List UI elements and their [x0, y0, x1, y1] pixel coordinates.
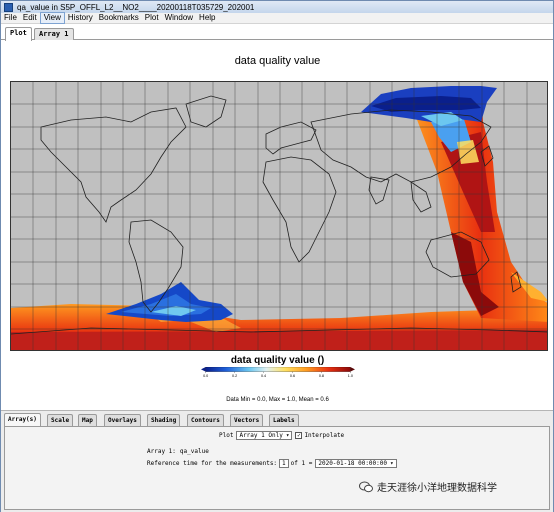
tab-vectors[interactable]: Vectors: [230, 414, 264, 426]
colorbar-title: data quality value (): [230, 355, 325, 366]
colorbar-tick-label: 0.4: [261, 374, 266, 378]
menu-plot[interactable]: Plot: [144, 13, 159, 22]
menu-bar: File Edit View History Bookmarks Plot Wi…: [1, 12, 553, 24]
title-bar[interactable]: qa_value in S5P_OFFL_L2__NO2____20200118…: [1, 1, 553, 13]
plot-mode-value: Array 1 Only: [239, 432, 283, 439]
menu-help[interactable]: Help: [199, 13, 216, 22]
tab-arrays[interactable]: Array(s): [4, 413, 41, 426]
array1-value: qa_value: [179, 448, 209, 455]
colorbar-tick-label: 0.0: [203, 374, 208, 378]
colorbar-tick-label: 1.0: [348, 374, 353, 378]
data-stats: Data Min = 0.0, Max = 1.0, Mean = 0.6: [226, 397, 329, 403]
tab-scale[interactable]: Scale: [47, 414, 74, 426]
tab-labels[interactable]: Labels: [269, 414, 299, 426]
menu-window[interactable]: Window: [164, 13, 194, 22]
chevron-down-icon: ▾: [390, 460, 394, 467]
window-title: qa_value in S5P_OFFL_L2__NO2____20200118…: [17, 2, 255, 12]
swath-dark-red: [441, 132, 495, 232]
south-polar-red: [11, 330, 547, 350]
tab-array-1[interactable]: Array 1: [34, 28, 74, 40]
top-tab-strip: Plot Array 1: [1, 26, 553, 41]
plot-mode-combo[interactable]: Array 1 Only ▾: [236, 431, 293, 440]
checkmark-icon: ✓: [297, 432, 301, 439]
interpolate-checkbox[interactable]: ✓: [295, 432, 303, 439]
menu-view[interactable]: View: [39, 12, 65, 24]
south-cyan-patch: [151, 306, 196, 316]
colorbar-tick-label: 0.6: [290, 374, 295, 378]
controls-panel: Array(s) Scale Map Overlays Shading Cont…: [1, 410, 553, 512]
menu-edit[interactable]: Edit: [22, 13, 37, 22]
interpolate-label: Interpolate: [304, 432, 345, 439]
map-plot[interactable]: [10, 81, 548, 351]
menu-file[interactable]: File: [4, 13, 17, 22]
colorbar-tick-label: 0.2: [232, 374, 237, 378]
plot-title: data quality value: [234, 55, 321, 67]
map-grid: [11, 82, 547, 350]
tab-map[interactable]: Map: [78, 414, 97, 426]
array1-row: Array 1: qa_value: [147, 448, 209, 455]
colorbar-gradient: [205, 367, 351, 372]
tab-shading[interactable]: Shading: [147, 414, 181, 426]
wechat-icon: [359, 481, 373, 492]
ref-index-field[interactable]: 1: [279, 459, 289, 468]
array1-label: Array 1:: [147, 448, 176, 455]
menu-bookmarks[interactable]: Bookmarks: [98, 13, 139, 22]
menu-history[interactable]: History: [67, 13, 93, 22]
colorbar: 0.0 0.2 0.4 0.6 0.8 1.0: [201, 367, 355, 378]
colorbar-left-arrow: [201, 367, 206, 372]
colorbar-tick-label: 0.8: [319, 374, 324, 378]
app-icon: [4, 2, 13, 12]
plot-panel: data quality value: [4, 41, 551, 405]
north-cyan-patch: [421, 112, 463, 126]
ref-time-row: Reference time for the measurements: 1 o…: [147, 459, 400, 468]
ref-of-label: of 1 =: [290, 460, 313, 467]
ref-date-combo[interactable]: 2020-01-18 00:00:00 ▾: [315, 459, 397, 468]
chevron-down-icon: ▾: [285, 432, 290, 439]
swath-orange-tail: [511, 272, 547, 302]
arrays-tab-body: Plot Array 1 Only ▾ ✓ Interpolate Array …: [4, 426, 550, 510]
watermark-text: 走天涯徐小洋地理数据科学: [377, 483, 497, 494]
plot-mode-label: Plot: [219, 432, 234, 439]
watermark: 走天涯徐小洋地理数据科学: [359, 479, 497, 494]
ref-time-label: Reference time for the measurements:: [147, 460, 278, 467]
plot-mode-row: Plot Array 1 Only ▾ ✓ Interpolate: [219, 431, 344, 440]
ref-date-value: 2020-01-18 00:00:00: [318, 460, 387, 467]
tab-plot[interactable]: Plot: [5, 27, 32, 41]
map-svg: [11, 82, 547, 350]
tab-overlays[interactable]: Overlays: [104, 414, 141, 426]
tab-contours[interactable]: Contours: [187, 414, 224, 426]
colorbar-ticks: 0.0 0.2 0.4 0.6 0.8 1.0: [203, 371, 353, 378]
colorbar-right-arrow: [350, 367, 355, 372]
